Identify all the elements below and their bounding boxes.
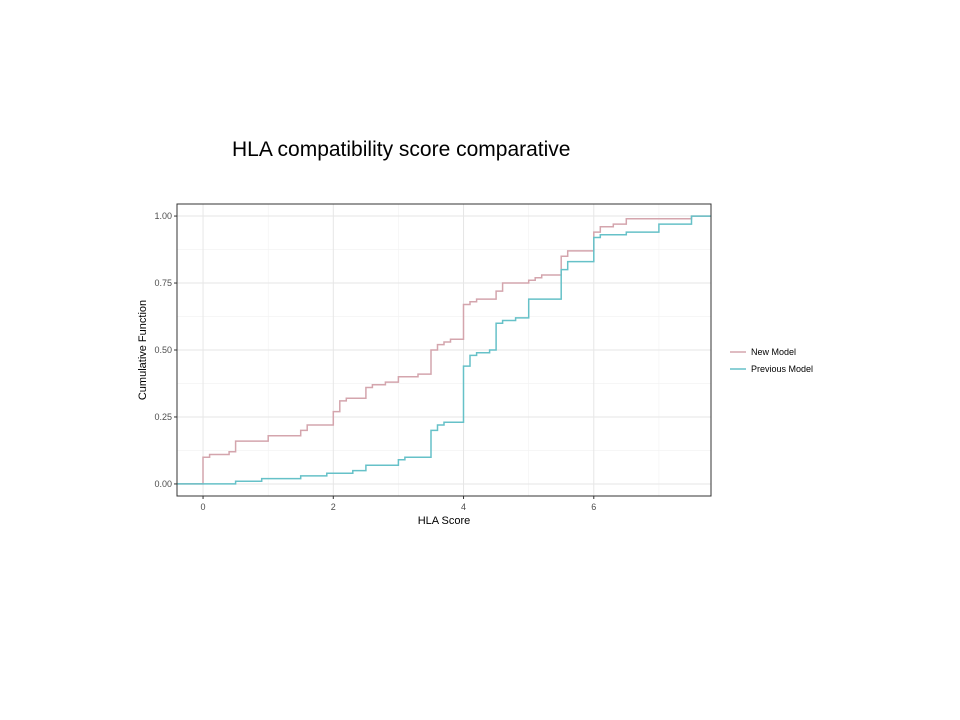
legend-label-previous-model: Previous Model — [751, 364, 813, 374]
x-tick-label: 0 — [201, 502, 206, 512]
legend: New Model Previous Model — [730, 347, 813, 374]
x-axis-title: HLA Score — [418, 515, 471, 527]
series-line-previous-model — [177, 215, 711, 485]
y-tick-label: 1.00 — [154, 211, 172, 221]
y-tick-label: 0.25 — [154, 412, 172, 422]
axis-ticks: 0 2 4 6 0.00 0.25 0.50 0.75 1.00 — [154, 211, 596, 512]
x-tick-label: 2 — [331, 502, 336, 512]
series-line-new-model — [177, 215, 711, 485]
y-axis-title: Cumulative Function — [137, 300, 149, 400]
y-tick-label: 0.50 — [154, 345, 172, 355]
slide-title: HLA compatibility score comparative — [232, 138, 571, 161]
y-tick-label: 0.00 — [154, 479, 172, 489]
grid-lines — [177, 204, 711, 496]
x-tick-label: 4 — [461, 502, 466, 512]
series-lines — [177, 215, 711, 485]
x-tick-label: 6 — [591, 502, 596, 512]
legend-label-new-model: New Model — [751, 347, 796, 357]
y-tick-label: 0.75 — [154, 278, 172, 288]
